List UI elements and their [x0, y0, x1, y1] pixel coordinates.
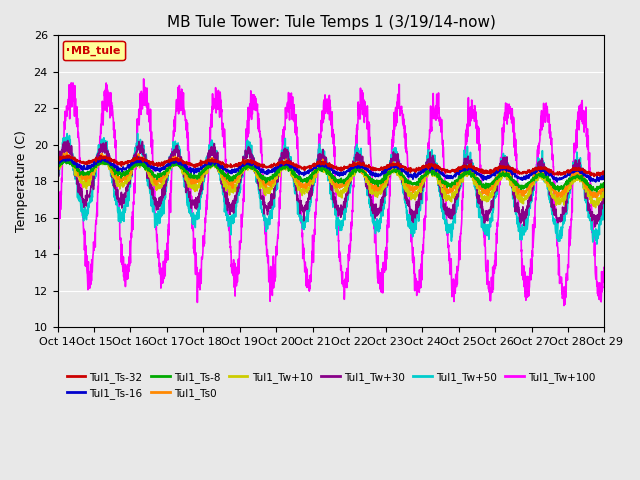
Tul1_Ts-8 [207, 162, 214, 168]
Tul1_Tw+50 [359, 160, 367, 166]
Line: Tul1_Ts-32: Tul1_Ts-32 [58, 156, 604, 177]
Tul1_Ts-8 [61, 156, 69, 161]
Tul1_Ts-16 [359, 164, 367, 170]
Tul1_Tw+30 [568, 173, 575, 179]
Line: Tul1_Ts-8: Tul1_Ts-8 [58, 158, 604, 192]
Tul1_Tw+10 [490, 185, 498, 191]
Legend: Tul1_Ts-32, Tul1_Ts-16, Tul1_Ts-8, Tul1_Ts0, Tul1_Tw+10, Tul1_Tw+30, Tul1_Tw+50,: Tul1_Ts-32, Tul1_Ts-16, Tul1_Ts-8, Tul1_… [63, 368, 600, 403]
Tul1_Ts-16 [347, 165, 355, 170]
Tul1_Ts-8 [347, 169, 355, 175]
Tul1_Tw+100 [359, 90, 367, 96]
Tul1_Tw+50 [54, 167, 61, 173]
Tul1_Tw+50 [568, 173, 575, 179]
Tul1_Ts0 [490, 182, 498, 188]
Y-axis label: Temperature (C): Temperature (C) [15, 131, 28, 232]
Tul1_Tw+30 [591, 224, 598, 230]
Tul1_Tw+50 [134, 131, 141, 136]
Tul1_Ts0 [589, 194, 596, 200]
Tul1_Ts-8 [490, 179, 498, 184]
Tul1_Tw+50 [593, 241, 601, 247]
Tul1_Ts-16 [54, 161, 61, 167]
Tul1_Tw+30 [552, 213, 560, 219]
Tul1_Ts-32 [54, 155, 61, 161]
Tul1_Tw+100 [207, 138, 214, 144]
Tul1_Ts-8 [359, 169, 367, 175]
Tul1_Tw+100 [560, 303, 568, 309]
Tul1_Ts-32 [600, 169, 608, 175]
Tul1_Tw+10 [552, 202, 560, 208]
Tul1_Ts-32 [207, 158, 214, 164]
Tul1_Ts-8 [54, 162, 61, 168]
Tul1_Ts-16 [207, 161, 214, 167]
Tul1_Ts0 [54, 164, 61, 169]
Line: Tul1_Tw+30: Tul1_Tw+30 [58, 141, 604, 227]
Tul1_Ts-16 [553, 179, 561, 185]
Line: Tul1_Ts-16: Tul1_Ts-16 [58, 156, 604, 182]
Tul1_Tw+10 [359, 168, 367, 173]
Tul1_Ts-8 [552, 186, 560, 192]
Tul1_Tw+100 [54, 242, 61, 248]
Tul1_Tw+100 [600, 265, 608, 271]
Line: Tul1_Tw+10: Tul1_Tw+10 [58, 155, 604, 208]
Tul1_Tw+50 [207, 155, 214, 161]
Tul1_Tw+10 [568, 180, 575, 186]
Tul1_Tw+50 [552, 224, 560, 230]
Tul1_Tw+50 [347, 180, 355, 185]
Tul1_Ts-8 [568, 175, 575, 180]
Tul1_Tw+30 [359, 165, 367, 170]
Tul1_Tw+100 [552, 223, 560, 228]
Title: MB Tule Tower: Tule Temps 1 (3/19/14-now): MB Tule Tower: Tule Temps 1 (3/19/14-now… [166, 15, 495, 30]
Tul1_Ts-32 [347, 162, 355, 168]
Tul1_Tw+30 [64, 138, 72, 144]
Tul1_Ts-16 [568, 169, 575, 175]
Tul1_Ts-32 [590, 174, 598, 180]
Tul1_Tw+10 [63, 152, 71, 157]
Line: Tul1_Tw+50: Tul1_Tw+50 [58, 133, 604, 244]
Tul1_Ts-16 [600, 173, 608, 179]
Tul1_Tw+10 [347, 173, 355, 179]
Tul1_Tw+100 [347, 238, 355, 243]
Tul1_Ts-32 [490, 169, 498, 175]
Tul1_Ts-32 [568, 168, 575, 173]
Line: Tul1_Tw+100: Tul1_Tw+100 [58, 79, 604, 306]
Tul1_Tw+10 [592, 205, 600, 211]
Tul1_Tw+30 [600, 190, 608, 196]
Tul1_Tw+10 [54, 167, 61, 172]
Tul1_Tw+100 [490, 263, 498, 268]
Tul1_Tw+30 [490, 186, 498, 192]
Tul1_Ts-16 [552, 178, 560, 184]
Tul1_Ts0 [552, 190, 560, 195]
Tul1_Tw+30 [347, 172, 355, 178]
Tul1_Ts0 [347, 171, 355, 177]
Tul1_Tw+100 [568, 211, 575, 216]
Tul1_Tw+50 [600, 202, 608, 207]
Tul1_Ts0 [359, 167, 367, 173]
Tul1_Ts0 [568, 177, 575, 182]
Tul1_Ts-16 [96, 153, 104, 158]
Tul1_Tw+10 [600, 186, 608, 192]
Tul1_Ts0 [600, 181, 608, 187]
Tul1_Ts-16 [490, 171, 498, 177]
Tul1_Tw+50 [490, 201, 498, 207]
Tul1_Ts-32 [359, 161, 367, 167]
Line: Tul1_Ts0: Tul1_Ts0 [58, 152, 604, 197]
Tul1_Ts0 [63, 149, 70, 155]
Tul1_Tw+100 [140, 76, 147, 82]
Tul1_Tw+30 [54, 170, 61, 176]
Tul1_Ts-32 [65, 153, 73, 158]
Tul1_Ts0 [207, 156, 214, 162]
Tul1_Ts-8 [593, 189, 600, 195]
Tul1_Tw+10 [207, 165, 214, 171]
Tul1_Ts-32 [552, 170, 560, 176]
Tul1_Ts-8 [600, 180, 608, 186]
Tul1_Tw+30 [207, 147, 214, 153]
